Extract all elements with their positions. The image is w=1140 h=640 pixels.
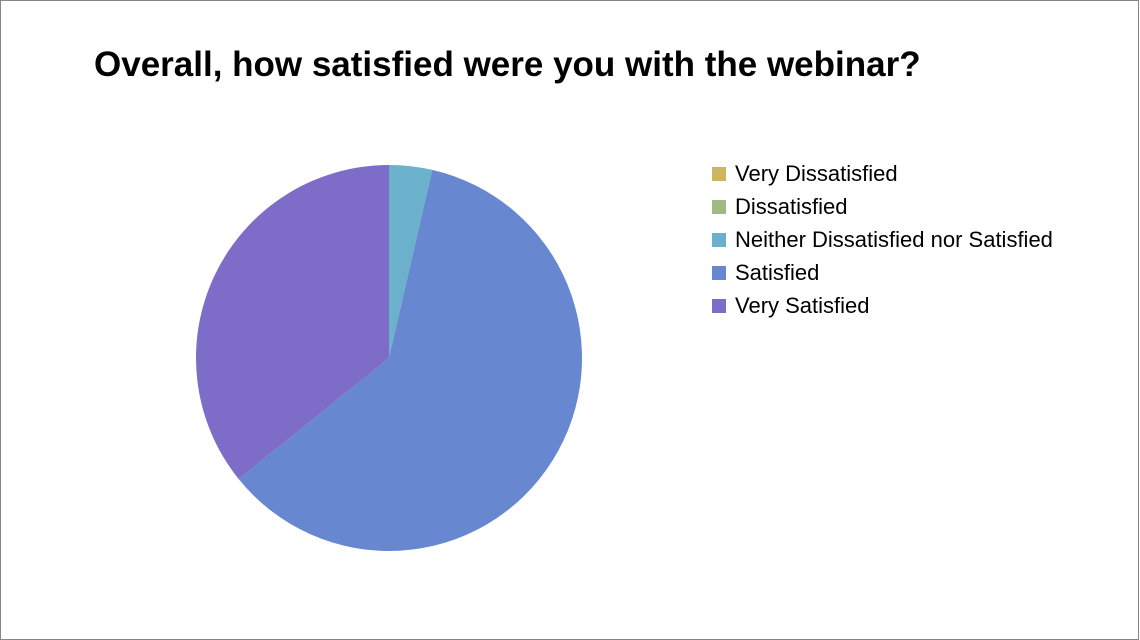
- legend-swatch: [712, 298, 726, 313]
- legend-swatch: [712, 166, 726, 181]
- pie-slice-very-satisfied: [196, 165, 389, 480]
- legend-swatch: [712, 232, 726, 247]
- legend-label: Dissatisfied: [735, 193, 848, 219]
- pie-slice-neither-dissatisfied-nor-satisfied: [389, 165, 433, 358]
- legend-item: Satisfied: [712, 256, 1053, 289]
- legend-label: Very Satisfied: [735, 292, 870, 318]
- legend-label: Very Dissatisfied: [735, 160, 898, 186]
- legend-label: Satisfied: [735, 259, 820, 285]
- legend-item: Dissatisfied: [712, 190, 1053, 223]
- chart-title: Overall, how satisfied were you with the…: [94, 45, 921, 84]
- pie-slice-satisfied: [238, 169, 583, 552]
- legend-item: Very Satisfied: [712, 289, 1053, 322]
- chart-legend: Very Dissatisfied Dissatisfied Neither Dis…: [712, 157, 1053, 322]
- legend-swatch: [712, 199, 726, 214]
- legend-label: Neither Dissatisfied nor Satisfied: [735, 226, 1053, 252]
- legend-item: Very Dissatisfied: [712, 157, 1053, 190]
- legend-swatch: [712, 265, 726, 280]
- legend-item: Neither Dissatisfied nor Satisfied: [712, 223, 1053, 256]
